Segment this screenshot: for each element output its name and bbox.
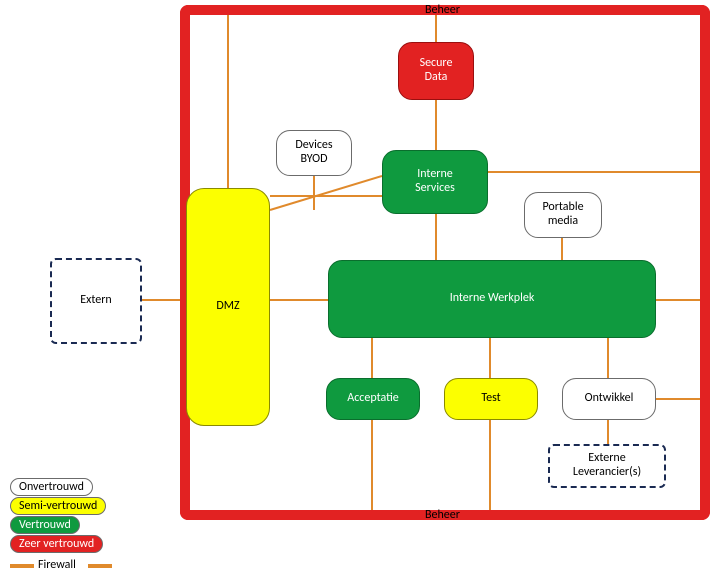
legend-semi-vertrouwd: Semi-vertrouwd [10,497,106,515]
firewall-label-bottom: Beheer [425,508,460,522]
node-interne-services: InterneServices [382,150,488,214]
legend-vertrouwd: Vertrouwd [10,516,80,534]
node-extern: Extern [50,258,142,344]
node-ontwikkel: Ontwikkel [562,378,656,420]
node-leverancier-label: ExterneLeverancier(s) [573,452,641,480]
edge [270,176,382,210]
node-secure-data: SecureData [398,42,474,100]
node-dmz-label: DMZ [216,300,239,314]
legend-firewall-label: Firewall [38,558,76,572]
node-ontwikkel-label: Ontwikkel [585,392,634,406]
node-werkplek-label: Interne Werkplek [450,292,535,306]
firewall-label-top: Beheer [425,3,460,17]
node-devices-label: DevicesBYOD [295,139,332,167]
legend-firewall-line-right [88,564,112,568]
node-test: Test [444,378,538,420]
node-devices-byod: DevicesBYOD [276,130,352,176]
legend-onvertrouwd: Onvertrouwd [10,478,93,496]
node-dmz: DMZ [186,188,270,426]
node-acceptatie-label: Acceptatie [347,392,398,406]
node-services-label: InterneServices [415,168,455,196]
firewall-band-right [700,5,710,520]
legend-zeer-vertrouwd: Zeer vertrouwd [10,535,103,553]
node-portable-label: Portablemedia [542,201,583,229]
legend-firewall-line-left [10,564,34,568]
node-externe-leveranciers: ExterneLeverancier(s) [548,444,666,488]
node-portable-media: Portablemedia [524,192,602,238]
node-extern-label: Extern [80,294,111,308]
node-test-label: Test [481,392,500,406]
node-acceptatie: Acceptatie [326,378,420,420]
node-interne-werkplek: Interne Werkplek [328,260,656,338]
node-secure-label: SecureData [420,57,453,85]
